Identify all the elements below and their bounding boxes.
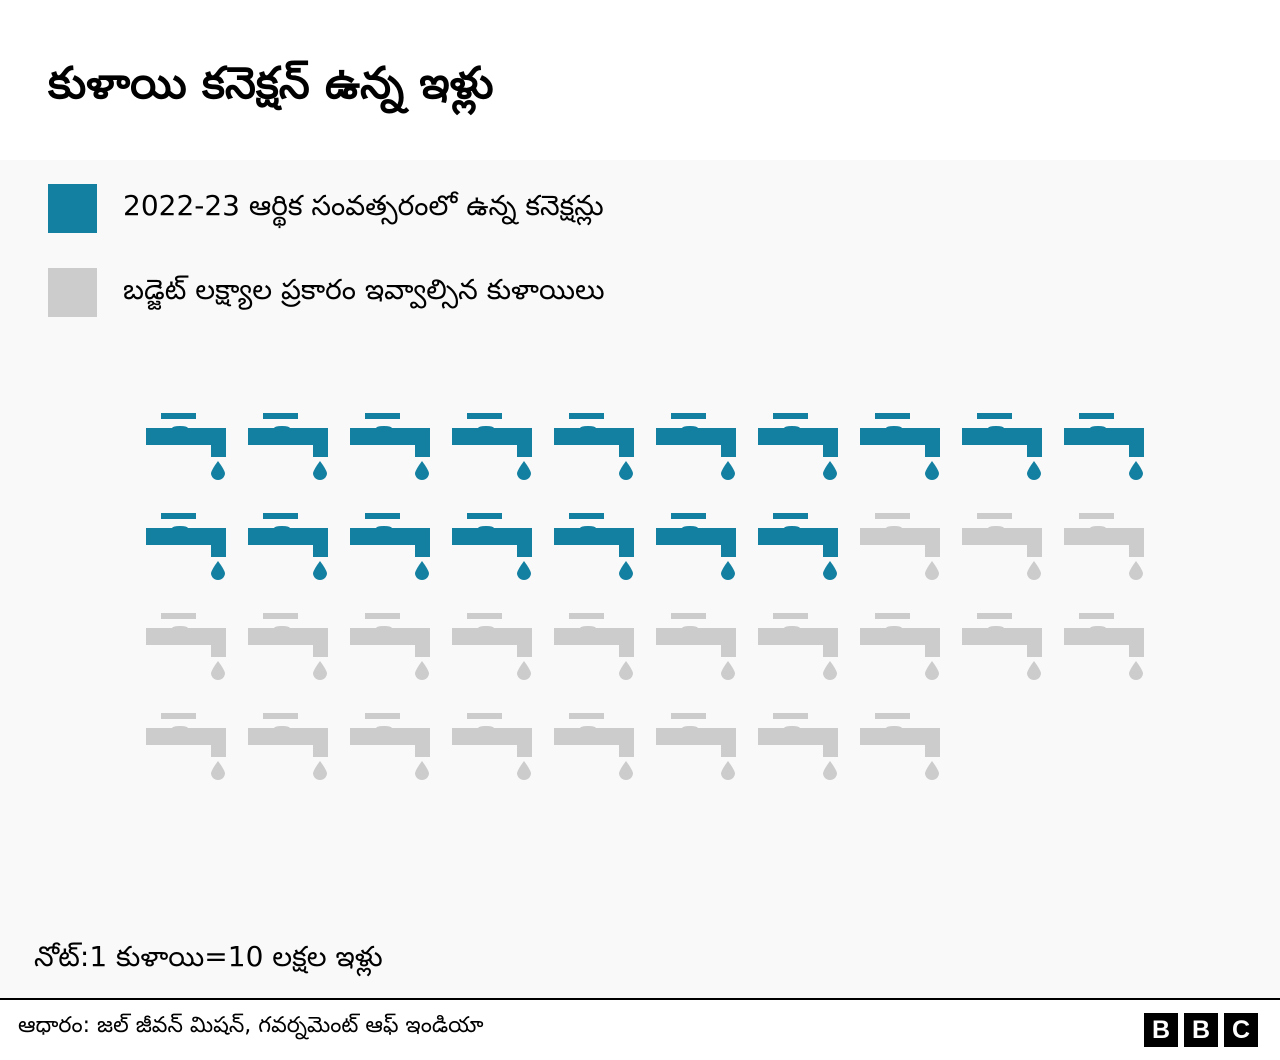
tap-icon-connected [656,413,736,480]
tap-icon-connected [962,413,1042,480]
legend-swatch-target [48,268,97,317]
tap-icon-connected [554,413,634,480]
tap-icon-target [962,613,1042,680]
logo-letter: C [1224,1013,1258,1047]
tap-icon-target [860,513,940,580]
tap-icon-target [554,713,634,780]
tap-icon-connected [554,513,634,580]
tap-icon-target [860,613,940,680]
chart-title: కుళాయి కనెక్షన్ ఉన్న ఇళ్లు [48,58,494,109]
legend-item-connected: 2022-23 ఆర్థిక సంవత్సరంలో ఉన్న కనెక్షన్ల… [48,184,604,233]
logo-letter: B [1144,1013,1178,1047]
legend-item-target: బడ్జెట్ లక్ష్యాల ప్రకారం ఇవ్వాల్సిన కుళా… [48,268,605,317]
tap-icon-connected [452,513,532,580]
tap-icon-connected [146,513,226,580]
tap-icon-target [554,613,634,680]
tap-icon-target [758,713,838,780]
tap-icon-target [1064,513,1144,580]
tap-icon-target [860,713,940,780]
tap-icon-target [656,613,736,680]
tap-icon-connected [350,413,430,480]
tap-icon-target [962,513,1042,580]
tap-icon-target [452,713,532,780]
tap-icon-connected [248,513,328,580]
tap-icon-target [452,613,532,680]
tap-icon-target [656,713,736,780]
tap-icon-connected [1064,413,1144,480]
tap-icon-connected [248,413,328,480]
tap-icon-target [350,713,430,780]
tap-icon-connected [758,513,838,580]
note: నోట్:1 కుళాయి=10 లక్షల ఇళ్లు [34,940,383,973]
tap-icon-target [146,713,226,780]
tap-icon-target [248,713,328,780]
tap-icon-target [1064,613,1144,680]
tap-icon-connected [860,413,940,480]
legend-swatch-connected [48,184,97,233]
legend-label: 2022-23 ఆర్థిక సంవత్సరంలో ఉన్న కనెక్షన్ల… [123,188,604,222]
tap-icon-connected [350,513,430,580]
tap-icon-target [758,613,838,680]
tap-icon-connected [758,413,838,480]
legend-label: బడ్జెట్ లక్ష్యాల ప్రకారం ఇవ్వాల్సిన కుళా… [123,272,605,306]
pictogram-chart [146,413,1144,780]
logo-letter: B [1184,1013,1218,1047]
chart-panel: 2022-23 ఆర్థిక సంవత్సరంలో ఉన్న కనెక్షన్ల… [0,160,1280,998]
bbc-logo: B B C [1144,1013,1258,1047]
source: ఆధారం: జల్ జీవన్ మిషన్, గవర్నమెంట్ ఆఫ్ ఇ… [18,1013,484,1038]
tap-icon-target [350,613,430,680]
tap-icon-target [146,613,226,680]
tap-icon-connected [656,513,736,580]
tap-icon-connected [452,413,532,480]
divider [0,998,1280,1000]
tap-icon-connected [146,413,226,480]
tap-icon-target [248,613,328,680]
